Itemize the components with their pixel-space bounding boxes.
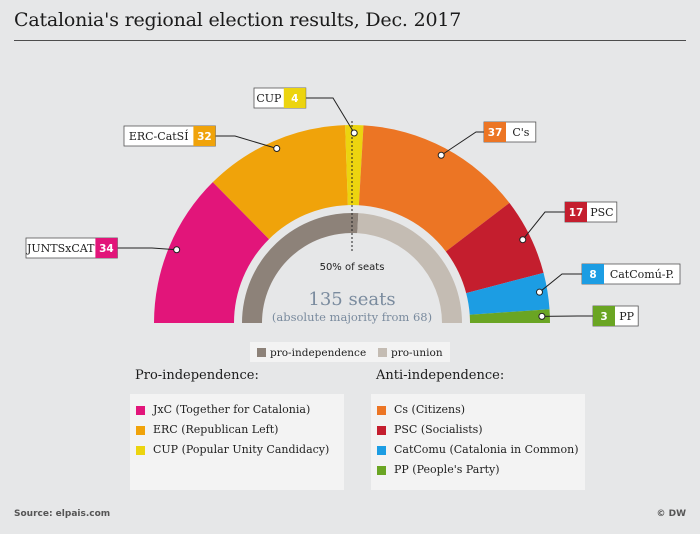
slice-catcomu <box>466 272 550 315</box>
bloc-pro-independence <box>242 213 359 323</box>
legend-swatch <box>136 405 145 415</box>
legend-pro-box: JxC (Together for Catalonia) ERC (Republi… <box>130 394 344 490</box>
bloc-legend-union: pro-union <box>391 347 443 359</box>
bloc-legend-pro: pro-independence <box>270 347 366 359</box>
slice-cs <box>358 125 510 252</box>
anchor-dot-cup <box>350 129 358 137</box>
callout-swatch-cup <box>283 88 306 108</box>
callout-value-psc: 17 <box>569 207 584 219</box>
legend-pro-title: Pro-independence: <box>135 368 259 383</box>
legend-pro-item-erc: ERC (Republican Left) <box>136 420 329 440</box>
legend-anti-item-catcomu: CatComu (Catalonia in Common) <box>377 440 579 460</box>
legend-pro-item-jxc: JxC (Together for Catalonia) <box>136 400 329 420</box>
callout-swatch-jxc <box>95 238 118 258</box>
callout-swatch-psc <box>565 202 587 222</box>
legend-label: CatComu (Catalonia in Common) <box>394 443 579 456</box>
callout-value-jxc: 34 <box>99 243 114 255</box>
legend-anti-item-pp: PP (People's Party) <box>377 460 579 480</box>
legend-swatch <box>377 445 386 455</box>
credit-note: © DW <box>656 509 686 519</box>
legend-swatch <box>377 405 386 415</box>
legend-anti-item-psc: PSC (Socialists) <box>377 420 579 440</box>
anchor-dot-psc <box>519 236 527 244</box>
slice-cup <box>345 124 364 206</box>
center-note: (absolute majority from 68) <box>272 310 432 324</box>
slice-psc <box>445 202 544 294</box>
bloc-legend-swatch-pro <box>257 348 266 357</box>
source-note: Source: elpais.com <box>14 509 111 519</box>
legend-anti-title: Anti-independence: <box>376 368 505 383</box>
legend-anti-list: Cs (Citizens) PSC (Socialists) CatComu (Ca… <box>377 400 579 480</box>
slice-erc <box>212 125 348 240</box>
slice-pp <box>469 309 550 323</box>
legend-label: Cs (Citizens) <box>394 403 466 416</box>
legend-swatch <box>136 445 145 455</box>
callout-label-cs: C's <box>512 126 529 139</box>
bloc-pro-union <box>357 213 462 323</box>
legend-swatch <box>136 425 145 435</box>
page-title: Catalonia's regional election results, D… <box>14 9 462 31</box>
leader-catcomu <box>539 273 582 293</box>
callout-swatch-pp <box>593 306 615 326</box>
callout-value-catcomu: 8 <box>589 269 596 281</box>
title-divider <box>14 40 686 41</box>
anchor-dot-cs <box>437 151 445 159</box>
legend-label: PP (People's Party) <box>394 463 500 476</box>
leader-erc <box>215 135 277 150</box>
callout-value-cs: 37 <box>488 127 503 139</box>
anchor-dot-jxc <box>173 246 181 254</box>
callout-label-jxc: JUNTSxCAT <box>26 242 95 255</box>
callout-label-erc: ERC-CatSÍ <box>129 129 189 143</box>
parliament-chart: 50% of seats 135 seats(absolute majority … <box>25 87 681 362</box>
anchor-dot-catcomu <box>535 288 543 296</box>
leader-cs <box>440 131 484 156</box>
callout-value-erc: 32 <box>197 131 212 143</box>
callout-value-pp: 3 <box>600 311 607 323</box>
anchor-dot-pp <box>538 312 546 320</box>
legend-swatch <box>377 425 386 435</box>
callout-swatch-catcomu <box>582 264 604 284</box>
legend-pro-list: JxC (Together for Catalonia) ERC (Republi… <box>136 400 329 460</box>
callout-label-pp: PP <box>619 310 634 323</box>
callout-label-cup: CUP <box>256 92 282 105</box>
bloc-legend-swatch-union <box>378 348 387 357</box>
callout-swatch-erc <box>193 126 216 146</box>
callout-value-cup: 4 <box>291 93 298 105</box>
slice-jxc <box>154 182 270 323</box>
legend-label: JxC (Together for Catalonia) <box>153 403 311 416</box>
legend-swatch <box>377 465 386 475</box>
leader-psc <box>522 211 565 241</box>
leader-cup <box>305 97 355 134</box>
legend-label: PSC (Socialists) <box>394 423 483 436</box>
bloc-legend-bg <box>250 342 450 362</box>
legend-anti-item-cs: Cs (Citizens) <box>377 400 579 420</box>
legend-anti-box: Cs (Citizens) PSC (Socialists) CatComu (Ca… <box>371 394 585 490</box>
half-label: 50% of seats <box>320 262 385 273</box>
legend-pro-item-cup: CUP (Popular Unity Candidacy) <box>136 440 329 460</box>
legend-label: ERC (Republican Left) <box>153 423 279 436</box>
anchor-dot-erc <box>273 145 281 153</box>
leader-jxc <box>117 247 177 251</box>
center-seats: 135 seats <box>308 289 395 310</box>
callout-label-psc: PSC <box>590 206 613 219</box>
legend-label: CUP (Popular Unity Candidacy) <box>153 443 330 456</box>
callout-label-catcomu: CatComú-P. <box>610 268 674 281</box>
callout-swatch-cs <box>484 122 506 142</box>
